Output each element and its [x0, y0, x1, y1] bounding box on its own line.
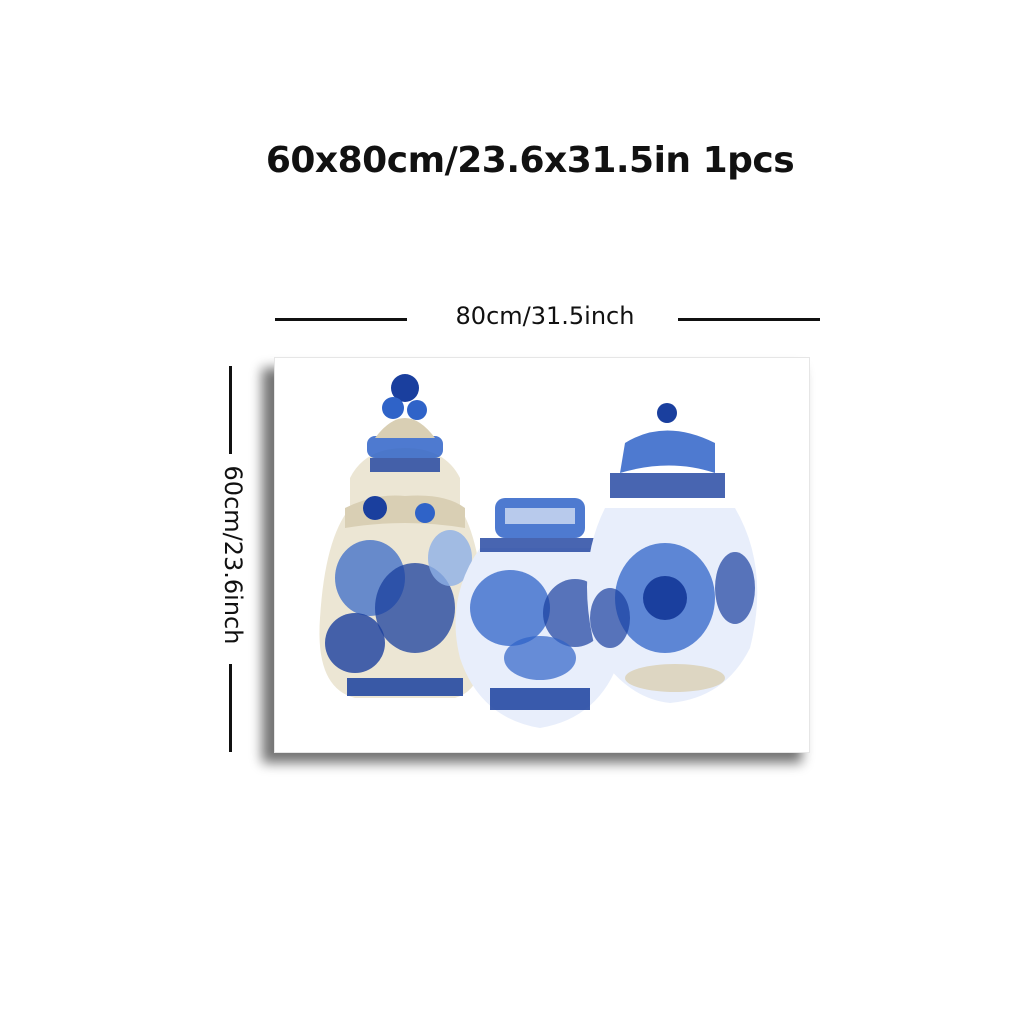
height-line-bottom — [229, 664, 232, 752]
left-ginger-jar — [319, 374, 486, 698]
product-size-title: 60x80cm/23.6x31.5in 1pcs — [265, 140, 795, 181]
middle-ginger-jar — [455, 498, 625, 728]
width-label: 80cm/31.5inch — [455, 302, 635, 330]
width-line-right — [678, 318, 820, 321]
height-line-top — [229, 366, 232, 454]
width-line-left — [275, 318, 407, 321]
right-ginger-jar — [587, 403, 758, 703]
height-label: 60cm/23.6inch — [219, 465, 247, 645]
canvas-print — [274, 357, 810, 753]
ginger-jars-artwork — [319, 374, 758, 728]
